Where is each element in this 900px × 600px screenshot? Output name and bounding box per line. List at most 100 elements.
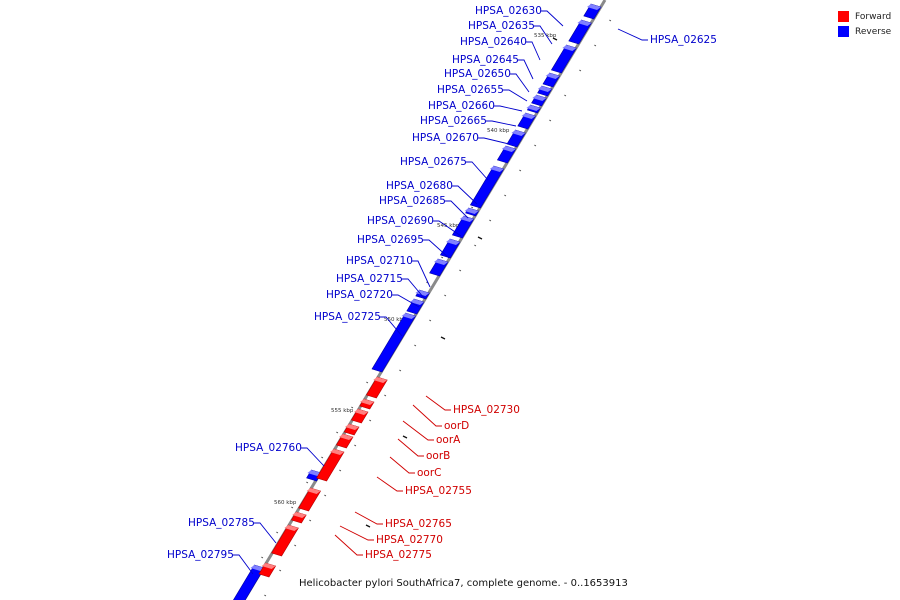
minor-tick (519, 169, 522, 172)
gene-leader-line (445, 200, 469, 219)
gene-label: HPSA_02730 (453, 404, 520, 416)
legend-forward-label: Forward (855, 11, 892, 22)
gene-block-top (339, 434, 353, 440)
gene-label: oorB (426, 450, 450, 462)
gene-block-top (292, 512, 307, 518)
gene-block-top (526, 105, 541, 111)
minor-tick (294, 544, 297, 547)
scale-tick-label: 545 kbp (437, 223, 460, 229)
gene-block-top (261, 563, 276, 569)
minor-tick (504, 194, 507, 197)
gene-label: HPSA_02670 (412, 132, 479, 144)
gene-leader-line (233, 554, 254, 575)
gene-label: HPSA_02680 (386, 180, 453, 192)
scale-tick (365, 524, 371, 528)
gene-block-top (562, 45, 577, 51)
gene-leader-line (412, 404, 442, 427)
gene-leader-line (392, 294, 420, 308)
gene-block-top (373, 377, 388, 383)
minor-tick (579, 69, 582, 72)
gene-label: HPSA_02675 (400, 156, 467, 168)
gene-label: HPSA_02690 (367, 215, 434, 227)
gene-block (550, 44, 577, 74)
gene-block-top (306, 488, 321, 494)
gene-block-top (511, 130, 526, 136)
gene-leader-line (376, 476, 403, 492)
scale-tick-label: 550 kbp (384, 317, 407, 323)
gene-block-top (537, 86, 552, 92)
gene-label: oorC (417, 467, 442, 479)
gene-block-top (446, 239, 460, 245)
legend-forward: Forward (838, 9, 891, 24)
minor-tick (291, 506, 294, 509)
legend-reverse: Reverse (838, 24, 891, 39)
gene-label: oorD (444, 420, 469, 432)
minor-tick (534, 144, 537, 147)
gene-label: HPSA_02640 (460, 36, 527, 48)
minor-tick (324, 494, 327, 497)
gene-leader-line (423, 239, 450, 259)
gene-label: HPSA_02765 (385, 518, 452, 530)
scale-tick-label: 560 kbp (274, 500, 297, 506)
scale-tick (402, 435, 408, 439)
gene-label: HPSA_02720 (326, 289, 393, 301)
minor-tick (429, 319, 432, 322)
gene-block-top (577, 20, 592, 26)
minor-tick (444, 294, 447, 297)
gene-label: HPSA_02660 (428, 100, 495, 112)
gene-leader-line (486, 120, 517, 127)
minor-tick (471, 206, 474, 209)
gene-leader-line (510, 73, 530, 93)
reverse-swatch (838, 26, 849, 37)
gene-leader-line (397, 438, 424, 457)
gene-leader-line (466, 161, 489, 181)
minor-tick (276, 531, 279, 534)
gene-label: HPSA_02685 (379, 195, 446, 207)
minor-tick (369, 419, 372, 422)
minor-tick (564, 94, 567, 97)
gene-block-top (459, 216, 474, 222)
forward-swatch (838, 11, 849, 22)
gene-block-top (354, 409, 368, 415)
minor-tick (261, 556, 264, 559)
minor-tick (459, 269, 462, 272)
scale-tick (477, 236, 483, 240)
gene-leader-line (354, 511, 383, 525)
gene-leader-line (301, 447, 325, 467)
gene-block-top (434, 259, 448, 265)
scale-tick (440, 336, 446, 340)
minor-tick (474, 244, 477, 247)
minor-tick (351, 406, 354, 409)
gene-block-top (307, 470, 322, 476)
minor-tick (264, 594, 267, 597)
gene-leader-line (339, 525, 374, 541)
legend-reverse-label: Reverse (855, 26, 892, 37)
gene-label: HPSA_02625 (650, 34, 717, 46)
gene-leader-line (433, 220, 462, 237)
gene-block-top (330, 449, 344, 455)
minor-tick (339, 469, 342, 472)
gene-leader-line (334, 534, 363, 556)
gene-label: HPSA_02695 (357, 234, 424, 246)
scale-tick-label: 535 kbp (534, 33, 557, 39)
minor-tick (354, 444, 357, 447)
scale-tick-label: 555 kbp (331, 408, 354, 414)
gene-block-top (464, 208, 479, 214)
gene-block-top (401, 313, 416, 319)
gene-label: HPSA_02655 (437, 84, 504, 96)
gene-block (469, 165, 505, 209)
gene-leader-line (526, 41, 541, 61)
scale-tick (552, 37, 558, 41)
gene-leader-line (478, 137, 510, 145)
minor-tick (594, 44, 597, 47)
legend: Forward Reverse (838, 9, 891, 39)
minor-tick (399, 369, 402, 372)
gene-leader-line (503, 89, 528, 102)
gene-block-top (284, 525, 299, 531)
gene-leader-line (380, 316, 403, 337)
gene-label: HPSA_02630 (475, 5, 542, 17)
gene-label: HPSA_02635 (468, 20, 535, 32)
minor-tick (414, 344, 417, 347)
genome-caption: Helicobacter pylori SouthAfrica7, comple… (299, 578, 628, 589)
gene-label: HPSA_02650 (444, 68, 511, 80)
